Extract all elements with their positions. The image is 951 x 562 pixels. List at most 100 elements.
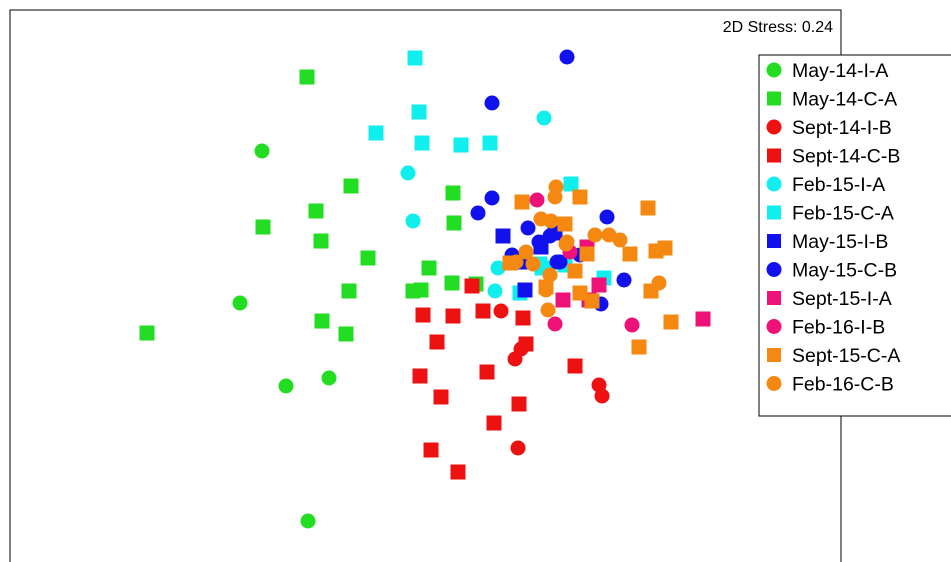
data-point: [632, 340, 647, 355]
data-point: [279, 379, 294, 394]
data-point: [521, 221, 536, 236]
data-point: [430, 335, 445, 350]
legend-label: May-14-I-A: [792, 60, 888, 82]
legend-marker: [767, 177, 782, 192]
data-point: [434, 390, 449, 405]
legend-marker: [767, 376, 782, 391]
data-point: [344, 179, 359, 194]
data-point: [256, 220, 271, 235]
data-point: [652, 276, 667, 291]
data-point: [471, 206, 486, 221]
data-point: [537, 111, 552, 126]
data-point: [511, 441, 526, 456]
legend-marker: [767, 234, 781, 248]
data-point: [518, 283, 533, 298]
data-point: [483, 136, 498, 151]
data-point: [342, 284, 357, 299]
legend-label: Sept-15-C-A: [792, 345, 900, 367]
data-point: [406, 284, 421, 299]
data-point: [446, 309, 461, 324]
legend-label: Feb-16-I-B: [792, 317, 885, 339]
data-point: [623, 247, 638, 262]
legend-label: Feb-16-C-B: [792, 374, 894, 396]
data-point: [585, 294, 600, 309]
data-point: [339, 327, 354, 342]
data-point: [485, 96, 500, 111]
data-point: [369, 126, 384, 141]
data-point: [600, 210, 615, 225]
data-point: [446, 186, 461, 201]
legend-label: Feb-15-I-A: [792, 174, 885, 196]
data-point: [476, 304, 491, 319]
data-point: [617, 273, 632, 288]
data-point: [544, 214, 559, 229]
data-point: [560, 235, 575, 250]
legend-label: Sept-14-I-B: [792, 117, 892, 139]
data-point: [424, 443, 439, 458]
legend-label: May-15-I-B: [792, 231, 888, 253]
data-point: [494, 304, 509, 319]
data-point: [322, 371, 337, 386]
data-point: [588, 228, 603, 243]
legend-marker: [767, 92, 781, 106]
data-point: [401, 166, 416, 181]
data-point: [558, 217, 573, 232]
legend: May-14-I-A May-14-C-A Sept-14-I-B Sept-14-C…: [759, 55, 951, 416]
data-point: [580, 247, 595, 262]
data-point: [487, 416, 502, 431]
data-point: [548, 317, 563, 332]
data-point: [613, 233, 628, 248]
data-point: [140, 326, 155, 341]
data-point: [314, 234, 329, 249]
data-point: [412, 105, 427, 120]
data-point: [556, 293, 571, 308]
data-point: [480, 365, 495, 380]
data-point: [508, 352, 523, 367]
legend-label: May-14-C-A: [792, 89, 897, 111]
data-point: [541, 303, 556, 318]
stress-annotation: 2D Stress: 0.24: [723, 19, 833, 36]
data-point: [413, 369, 428, 384]
data-point: [543, 229, 558, 244]
data-point: [564, 177, 579, 192]
data-point: [550, 255, 565, 270]
legend-marker: [767, 120, 782, 135]
data-point: [485, 191, 500, 206]
data-point: [301, 514, 316, 529]
data-point: [560, 50, 575, 65]
data-point: [415, 136, 430, 151]
data-point: [696, 312, 711, 327]
data-point: [300, 70, 315, 85]
data-point: [233, 296, 248, 311]
data-point: [664, 315, 679, 330]
data-point: [595, 389, 610, 404]
data-point: [539, 283, 554, 298]
legend-marker: [767, 319, 782, 334]
data-point: [454, 138, 469, 153]
data-point: [641, 201, 656, 216]
data-point: [568, 359, 583, 374]
legend-label: Sept-15-I-A: [792, 288, 892, 310]
data-point: [255, 144, 270, 159]
legend-marker: [767, 348, 781, 362]
data-point: [361, 251, 376, 266]
data-point: [515, 195, 530, 210]
data-point: [451, 465, 466, 480]
data-point: [530, 193, 545, 208]
data-point: [512, 397, 527, 412]
data-point: [573, 190, 588, 205]
data-point: [496, 229, 511, 244]
data-point: [548, 190, 563, 205]
legend-marker: [767, 63, 782, 78]
data-point: [625, 318, 640, 333]
data-point: [543, 268, 558, 283]
data-point: [447, 216, 462, 231]
data-point: [568, 264, 583, 279]
legend-label: May-15-C-B: [792, 260, 897, 282]
legend-label: Sept-14-C-B: [792, 146, 900, 168]
data-point: [519, 337, 534, 352]
legend-marker: [767, 206, 781, 220]
data-point: [592, 278, 607, 293]
data-point: [422, 261, 437, 276]
